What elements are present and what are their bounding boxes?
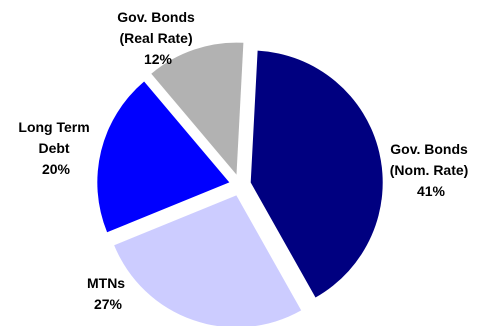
slice-gov-bonds-real	[151, 42, 244, 175]
slice-label-line: MTNs	[87, 275, 125, 291]
slice-label-gov-bonds-real: Gov. Bonds (Real Rate) 12%	[117, 9, 198, 67]
slice-value-label: 41%	[417, 183, 446, 199]
slice-label-mtns: MTNs 27%	[87, 275, 129, 312]
slice-mtns	[114, 195, 302, 326]
slice-long-term-debt	[97, 81, 230, 233]
pie-slices	[97, 42, 383, 326]
slice-value-label: 12%	[144, 51, 173, 67]
slice-value-label: 20%	[42, 161, 71, 177]
slice-gov-bonds-nom	[250, 50, 383, 298]
slice-label-line: Gov. Bonds	[390, 141, 468, 157]
slice-label-line: Debt	[38, 140, 69, 156]
slice-label-line: (Real Rate)	[119, 30, 192, 46]
slice-label-line: Gov. Bonds	[117, 9, 195, 25]
pie-labels: Gov. Bonds (Nom. Rate) 41% MTNs 27% Long…	[18, 9, 472, 312]
slice-label-long-term-debt: Long Term Debt 20%	[18, 119, 93, 177]
slice-value-label: 27%	[94, 296, 123, 312]
slice-label-line: (Nom. Rate)	[390, 162, 469, 178]
slice-label-line: Long Term	[18, 119, 89, 135]
slice-label-gov-bonds-nom: Gov. Bonds (Nom. Rate) 41%	[390, 141, 472, 199]
